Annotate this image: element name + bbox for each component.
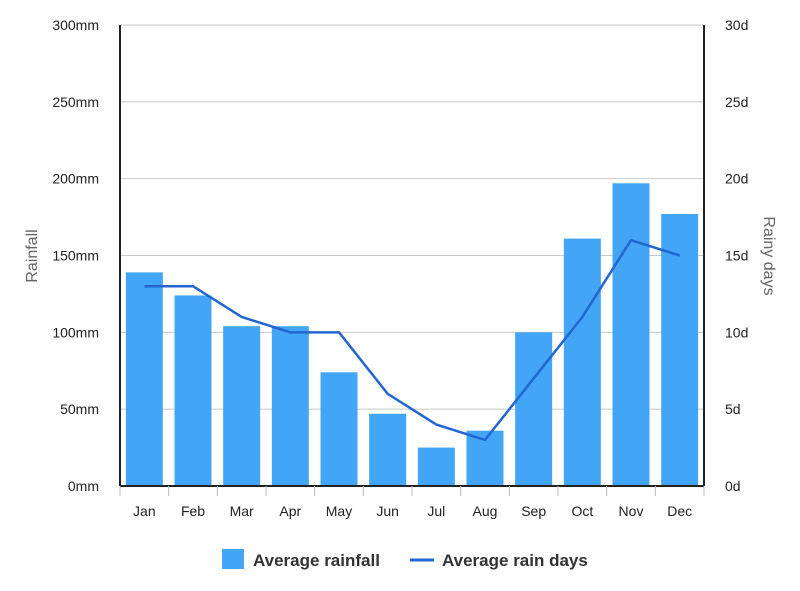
legend-rainfall-swatch	[222, 549, 244, 569]
y-tick-label: 0mm	[68, 478, 99, 494]
y-tick-label: 300mm	[52, 17, 99, 33]
y-tick-label: 250mm	[52, 94, 99, 110]
x-tick-label: Aug	[473, 503, 498, 519]
x-tick-label: Jul	[427, 503, 445, 519]
legend-raindays-label: Average rain days	[442, 551, 588, 570]
right-axis-title: Rainy days	[760, 216, 777, 295]
y-tick-label: 150mm	[52, 248, 99, 264]
rainfall-bar	[174, 295, 212, 486]
x-tick-label: Feb	[181, 503, 205, 519]
x-tick-label: Apr	[279, 503, 301, 519]
x-tick-label: Nov	[619, 503, 644, 519]
right-axis-ticks: 0d 5d 10d 15d 20d 25d 30d	[725, 17, 748, 494]
rainfall-bar	[223, 326, 261, 486]
rain-days-line	[144, 238, 681, 442]
x-tick-label: Jan	[133, 503, 156, 519]
y2-tick-label: 30d	[725, 17, 748, 33]
rainfall-bar	[320, 372, 358, 486]
x-tick-label: Oct	[571, 503, 593, 519]
rainfall-bar	[271, 326, 309, 486]
rainfall-bars	[125, 183, 699, 486]
y2-tick-label: 25d	[725, 94, 748, 110]
x-tick-label: Jun	[376, 503, 399, 519]
y2-tick-label: 5d	[725, 401, 741, 417]
gridlines	[120, 24, 704, 410]
y-tick-label: 50mm	[60, 401, 99, 417]
left-axis-ticks: 0mm 50mm 100mm 150mm 200mm 250mm 300mm	[52, 17, 99, 494]
y2-tick-label: 20d	[725, 171, 748, 187]
x-tick-label: Mar	[230, 503, 254, 519]
rainfall-bar	[417, 447, 455, 486]
rainfall-bar	[515, 332, 553, 486]
y2-tick-label: 0d	[725, 478, 741, 494]
rainfall-bar	[563, 238, 601, 486]
rainfall-bar	[661, 214, 699, 486]
y-tick-label: 100mm	[52, 324, 99, 340]
x-tick-label: Sep	[521, 503, 546, 519]
y-tick-label: 200mm	[52, 171, 99, 187]
axes	[119, 25, 705, 496]
legend: Average rainfall Average rain days	[222, 549, 588, 570]
rain-days-line-group	[144, 238, 681, 442]
x-tick-label: May	[326, 503, 352, 519]
left-axis-title: Rainfall	[24, 229, 41, 282]
rainfall-bar	[369, 413, 407, 486]
legend-rainfall-label: Average rainfall	[253, 551, 380, 570]
x-tick-label: Dec	[667, 503, 692, 519]
x-axis-ticks: Jan Feb Mar Apr May Jun Jul Aug Sep Oct Nov Dec	[133, 503, 692, 519]
y2-tick-label: 10d	[725, 324, 748, 340]
rainfall-bar	[612, 183, 650, 486]
rainfall-bar	[125, 272, 163, 486]
y2-tick-label: 15d	[725, 248, 748, 264]
